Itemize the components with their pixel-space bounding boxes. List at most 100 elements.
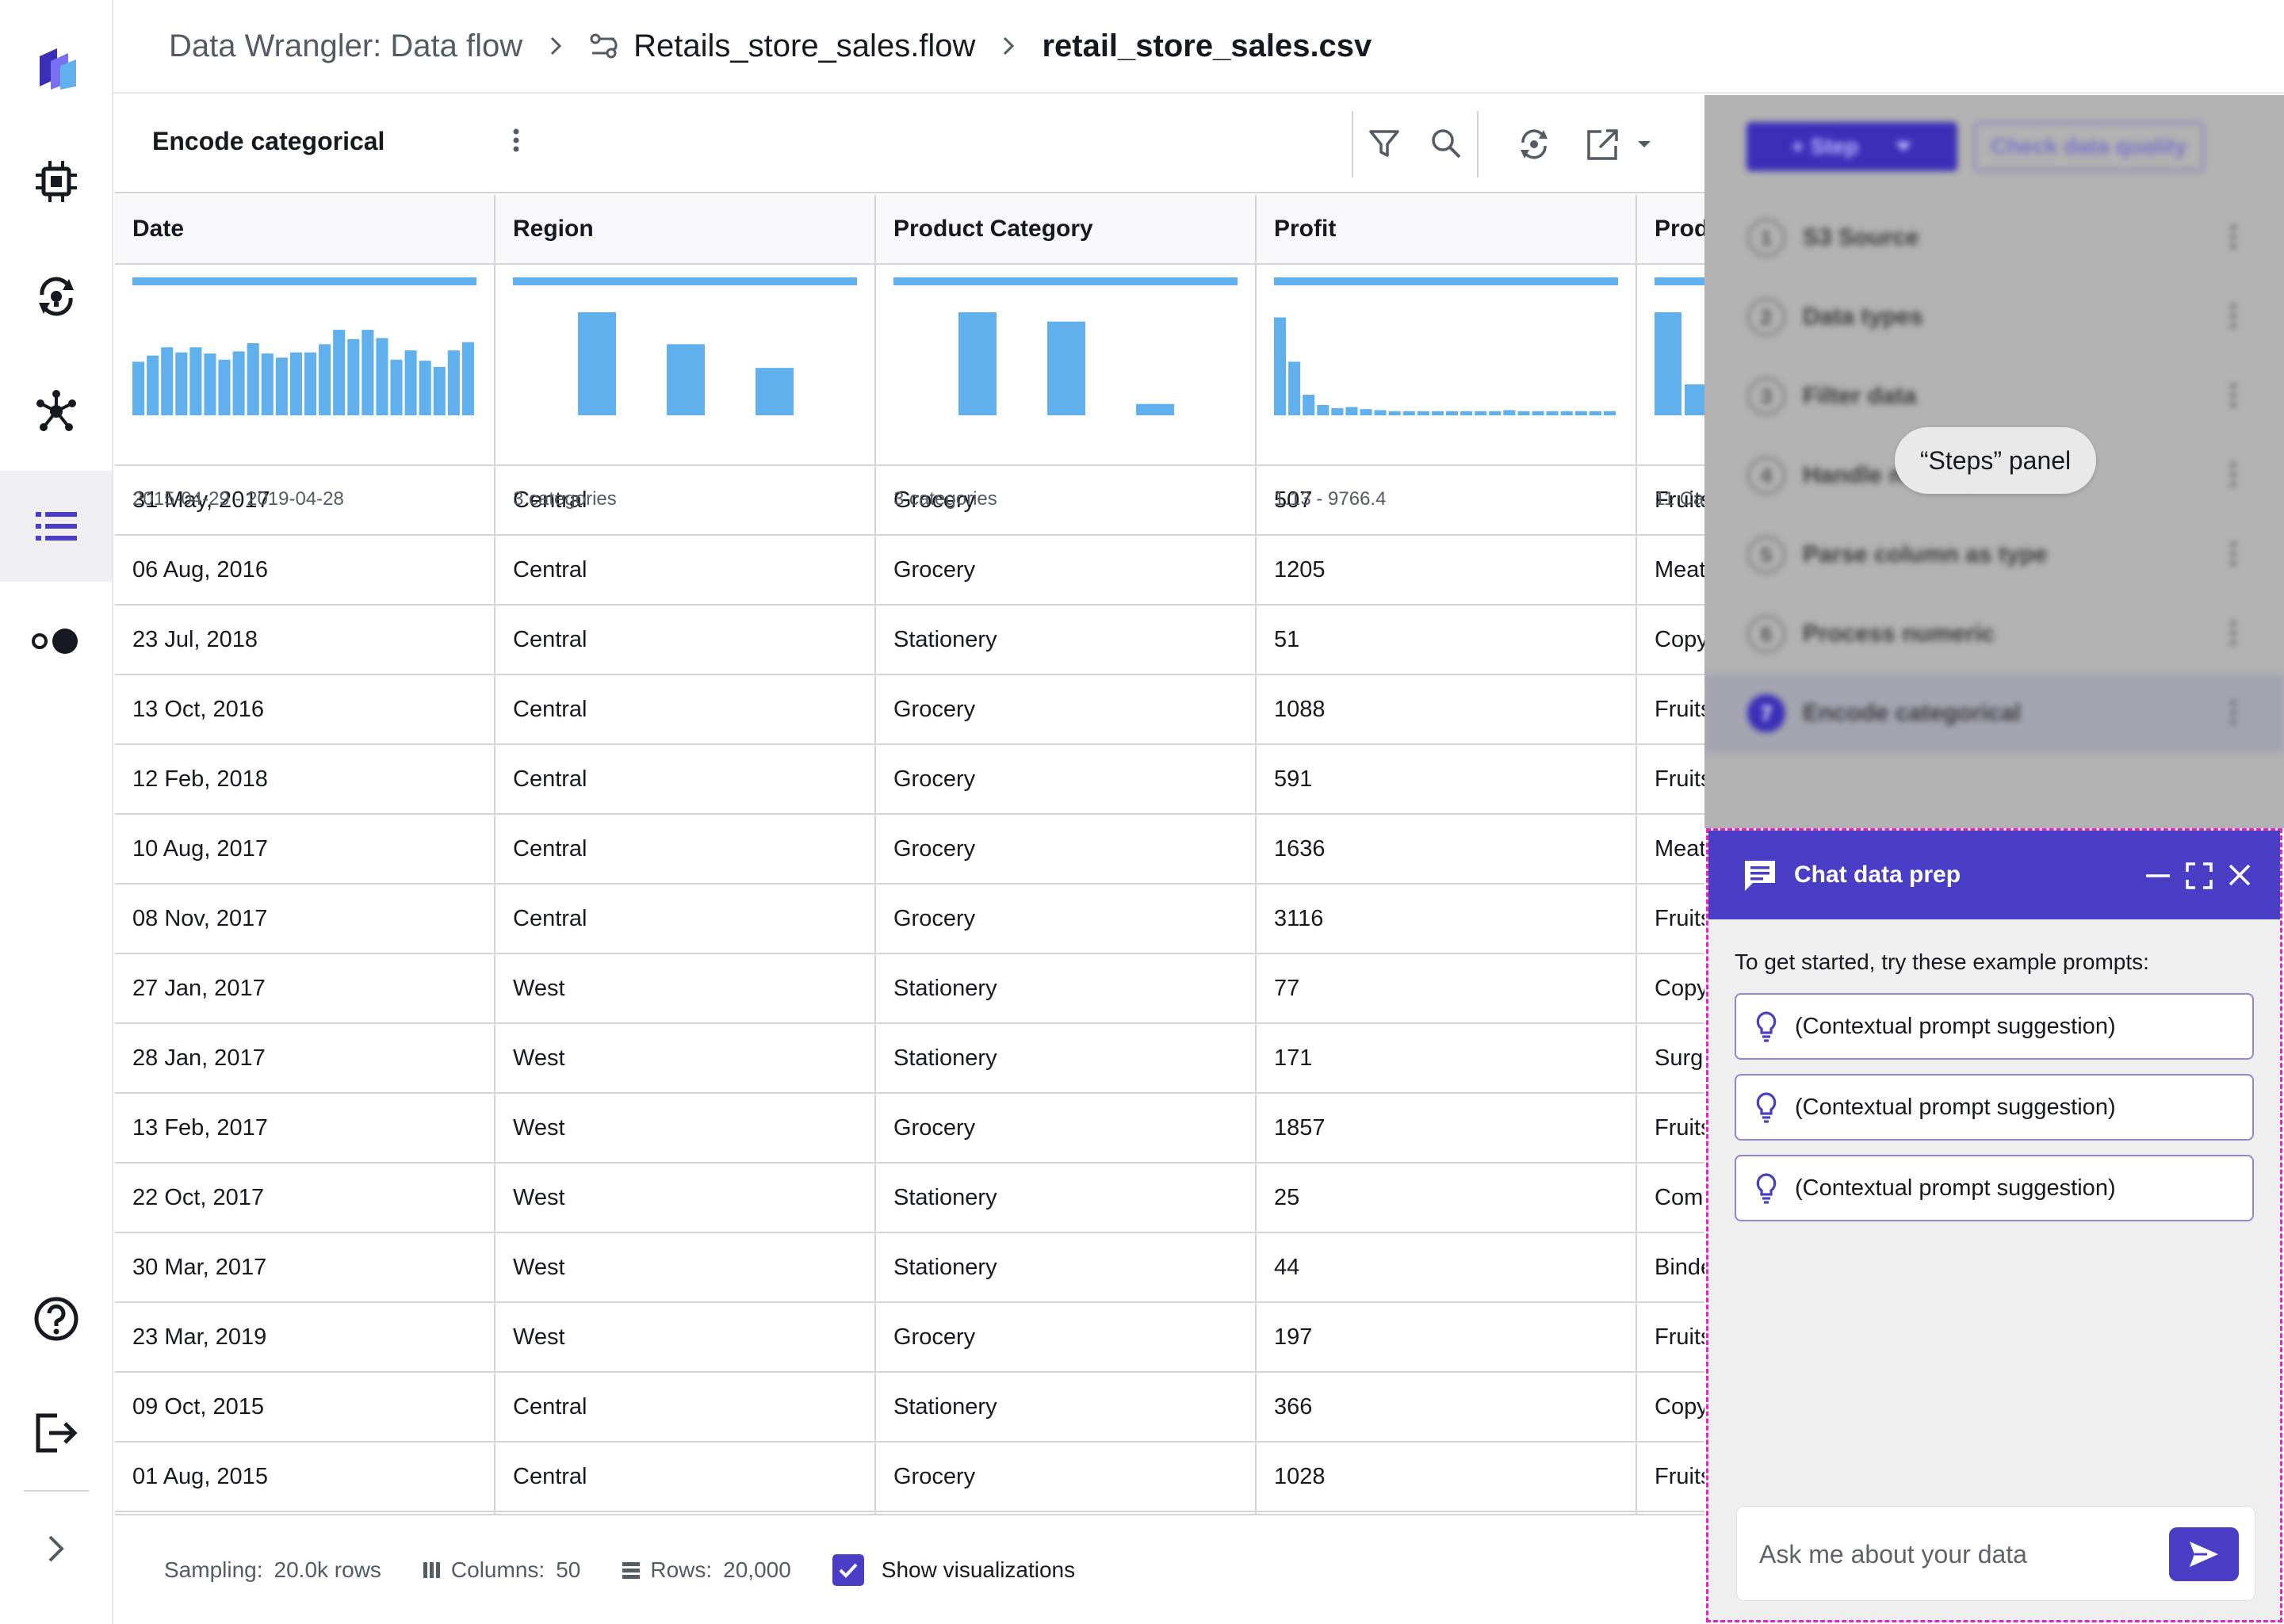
- table-cell[interactable]: 12 Feb, 2018: [115, 745, 494, 815]
- table-cell[interactable]: Central: [495, 466, 874, 536]
- table-cell[interactable]: Surg: [1637, 1024, 1704, 1094]
- table-cell[interactable]: Comp: [1637, 1164, 1704, 1233]
- table-cell[interactable]: Copy: [1637, 1373, 1704, 1442]
- table-cell[interactable]: Grocery: [876, 466, 1255, 536]
- step-menu-button[interactable]: [2230, 303, 2236, 334]
- column-histogram[interactable]: 1.13 - 9766.4: [1257, 265, 1636, 510]
- table-cell[interactable]: 08 Nov, 2017: [115, 885, 494, 954]
- prompt-suggestion[interactable]: (Contextual prompt suggestion): [1735, 1155, 2254, 1221]
- table-cell[interactable]: Stationery: [876, 1233, 1255, 1303]
- column-histogram[interactable]: 3 categories: [495, 265, 874, 510]
- table-cell[interactable]: Central: [495, 536, 874, 606]
- table-cell[interactable]: Grocery: [876, 815, 1255, 885]
- add-step-button[interactable]: + Step: [1746, 122, 1957, 171]
- step-menu-button[interactable]: [511, 127, 521, 158]
- table-cell[interactable]: West: [495, 954, 874, 1024]
- rail-item-data-flow[interactable]: [0, 471, 112, 582]
- column-histogram[interactable]: 11 Categories: [1637, 265, 1704, 510]
- table-cell[interactable]: 197: [1257, 1303, 1636, 1373]
- rail-item-toggle[interactable]: [0, 586, 112, 697]
- table-cell[interactable]: Binde: [1637, 1233, 1704, 1303]
- table-cell[interactable]: 1205: [1257, 536, 1636, 606]
- table-cell[interactable]: 1857: [1257, 1094, 1636, 1164]
- table-cell[interactable]: Central: [495, 815, 874, 885]
- table-cell[interactable]: Copy: [1637, 954, 1704, 1024]
- table-cell[interactable]: 1028: [1257, 1442, 1636, 1512]
- column-header[interactable]: Profit: [1257, 195, 1636, 265]
- table-cell[interactable]: Copy: [1637, 606, 1704, 675]
- table-cell[interactable]: 10 Aug, 2017: [115, 815, 494, 885]
- table-cell[interactable]: 30 Mar, 2017: [115, 1233, 494, 1303]
- column-header[interactable]: Product Category: [876, 195, 1255, 265]
- table-cell[interactable]: Fruits: [1637, 1303, 1704, 1373]
- table-cell[interactable]: 366: [1257, 1373, 1636, 1442]
- table-cell[interactable]: Meat: [1637, 536, 1704, 606]
- table-cell[interactable]: West: [495, 1094, 874, 1164]
- table-cell[interactable]: West: [495, 1233, 874, 1303]
- table-cell[interactable]: Central: [495, 1442, 874, 1512]
- step-item[interactable]: 7 Encode categorical: [1704, 674, 2284, 753]
- table-cell[interactable]: Stationery: [876, 1164, 1255, 1233]
- table-cell[interactable]: 13 Oct, 2016: [115, 675, 494, 745]
- fullscreen-button[interactable]: [2186, 862, 2213, 893]
- table-cell[interactable]: Grocery: [876, 536, 1255, 606]
- refresh-insights-button[interactable]: [1517, 127, 1551, 166]
- table-cell[interactable]: Fruits: [1637, 885, 1704, 954]
- minimize-button[interactable]: [2144, 862, 2171, 893]
- table-cell[interactable]: Fruits: [1637, 745, 1704, 815]
- rail-item-compute[interactable]: [0, 126, 112, 237]
- search-button[interactable]: [1429, 127, 1463, 164]
- table-cell[interactable]: West: [495, 1164, 874, 1233]
- step-menu-button[interactable]: [2230, 620, 2236, 651]
- table-cell[interactable]: Central: [495, 745, 874, 815]
- table-cell[interactable]: West: [495, 1024, 874, 1094]
- table-cell[interactable]: Fruits: [1637, 675, 1704, 745]
- app-logo[interactable]: [0, 11, 112, 122]
- step-item[interactable]: 6 Process numeric: [1704, 594, 2284, 674]
- breadcrumb-flow-file[interactable]: Retails_store_sales.flow: [589, 29, 975, 64]
- table-cell[interactable]: 3116: [1257, 885, 1636, 954]
- step-item[interactable]: 2 Data types: [1704, 277, 2284, 357]
- step-menu-button[interactable]: [2230, 699, 2236, 730]
- table-cell[interactable]: 01 Aug, 2015: [115, 1442, 494, 1512]
- table-cell[interactable]: 13 Feb, 2017: [115, 1094, 494, 1164]
- rail-expand-button[interactable]: [0, 1493, 112, 1604]
- table-cell[interactable]: 171: [1257, 1024, 1636, 1094]
- table-cell[interactable]: 09 Oct, 2015: [115, 1373, 494, 1442]
- table-cell[interactable]: 23 Jul, 2018: [115, 606, 494, 675]
- table-cell[interactable]: Central: [495, 675, 874, 745]
- table-cell[interactable]: 31 May, 2017: [115, 466, 494, 536]
- table-cell[interactable]: Grocery: [876, 675, 1255, 745]
- table-cell[interactable]: 77: [1257, 954, 1636, 1024]
- table-cell[interactable]: Grocery: [876, 1303, 1255, 1373]
- table-cell[interactable]: Grocery: [876, 885, 1255, 954]
- rail-item-help[interactable]: [0, 1263, 112, 1374]
- step-item[interactable]: 5 Parse column as type: [1704, 515, 2284, 594]
- column-header[interactable]: Date: [115, 195, 494, 265]
- table-cell[interactable]: Central: [495, 1373, 874, 1442]
- table-cell[interactable]: 22 Oct, 2017: [115, 1164, 494, 1233]
- table-cell[interactable]: Central: [495, 885, 874, 954]
- step-menu-button[interactable]: [2230, 224, 2236, 254]
- chat-input[interactable]: [1759, 1530, 2156, 1578]
- filter-button[interactable]: [1368, 127, 1401, 164]
- prompt-suggestion[interactable]: (Contextual prompt suggestion): [1735, 993, 2254, 1060]
- step-item[interactable]: 1 S3 Source: [1704, 198, 2284, 277]
- table-cell[interactable]: Fruits: [1637, 1094, 1704, 1164]
- rail-item-network[interactable]: [0, 356, 112, 467]
- prompt-suggestion[interactable]: (Contextual prompt suggestion): [1735, 1074, 2254, 1141]
- table-cell[interactable]: 591: [1257, 745, 1636, 815]
- step-menu-button[interactable]: [2230, 541, 2236, 571]
- table-cell[interactable]: 28 Jan, 2017: [115, 1024, 494, 1094]
- breadcrumb-data-flow[interactable]: Data Wrangler: Data flow: [169, 28, 523, 63]
- step-menu-button[interactable]: [2230, 382, 2236, 413]
- column-header[interactable]: Product Sub-Category: [1637, 195, 1704, 265]
- show-visualizations-toggle[interactable]: Show visualizations: [832, 1553, 1075, 1586]
- step-menu-button[interactable]: [2230, 461, 2236, 492]
- table-cell[interactable]: Stationery: [876, 954, 1255, 1024]
- show-visualizations-checkbox[interactable]: [832, 1553, 864, 1586]
- send-button[interactable]: [2169, 1527, 2239, 1581]
- table-cell[interactable]: 507: [1257, 466, 1636, 536]
- table-cell[interactable]: 23 Mar, 2019: [115, 1303, 494, 1373]
- table-cell[interactable]: 1636: [1257, 815, 1636, 885]
